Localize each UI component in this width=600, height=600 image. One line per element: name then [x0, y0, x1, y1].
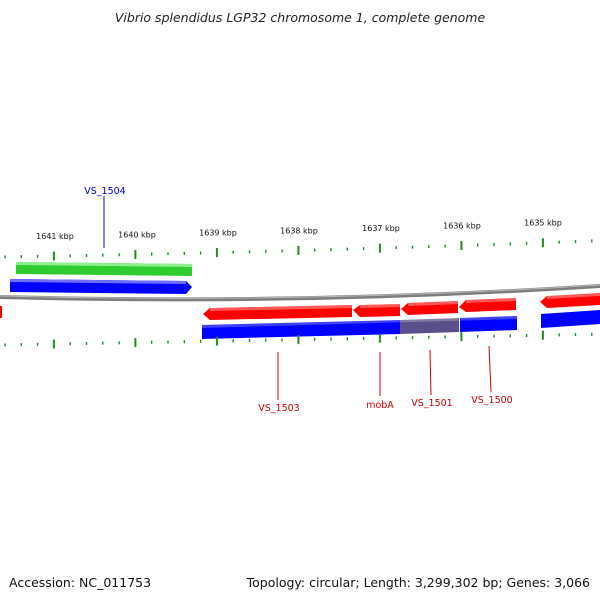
gene-track — [16, 262, 192, 276]
inner-tick-marks — [4, 330, 593, 349]
ruler-label: 1641 kbp — [36, 232, 74, 241]
topology-text: Topology: circular; Length: 3,299,302 bp… — [246, 575, 590, 590]
outer-tick-marks — [4, 238, 593, 261]
genome-backbone — [0, 284, 600, 302]
ruler-labels: 1641 kbp 1640 kbp 1639 kbp 1638 kbp 1637 kbp… — [36, 219, 562, 241]
cds-feature-vs1503[interactable] — [203, 305, 352, 320]
gene-label-moba[interactable]: mobA — [366, 400, 394, 411]
cds-feature-vs1501[interactable] — [401, 301, 458, 315]
ruler-label: 1640 kbp — [118, 230, 156, 239]
gene-label-vs1503[interactable]: VS_1503 — [258, 403, 299, 414]
label-leader-lines — [103, 196, 492, 400]
cds-feature-highlighted[interactable] — [400, 318, 459, 334]
gene-label-vs1501[interactable]: VS_1501 — [411, 398, 452, 409]
cds-feature[interactable] — [460, 316, 517, 332]
cds-feature[interactable] — [202, 320, 400, 339]
forward-cds-track — [0, 293, 600, 320]
ruler-label: 1639 kbp — [199, 229, 237, 238]
ruler-label: 1635 kbp — [524, 219, 562, 228]
ruler-label: 1638 kbp — [280, 226, 318, 235]
gene-label-vs1500[interactable]: VS_1500 — [471, 395, 512, 406]
map-title: Vibrio splendidus LGP32 chromosome 1, co… — [114, 10, 486, 25]
accession-text: Accession: NC_011753 — [9, 575, 152, 590]
gene-label-vs1504[interactable]: VS_1504 — [84, 186, 125, 197]
ruler-label: 1636 kbp — [443, 222, 481, 231]
cds-feature-moba[interactable] — [353, 304, 400, 317]
cds-feature[interactable] — [0, 306, 2, 318]
cds-feature[interactable] — [541, 310, 600, 328]
ruler-label: 1637 kbp — [362, 224, 400, 233]
gene-labels: VS_1504 VS_1503 mobA VS_1501 VS_1500 — [84, 186, 512, 414]
cds-feature-vs1500[interactable] — [459, 298, 516, 312]
reverse-cds-track — [10, 279, 600, 339]
cds-feature[interactable] — [540, 293, 600, 308]
